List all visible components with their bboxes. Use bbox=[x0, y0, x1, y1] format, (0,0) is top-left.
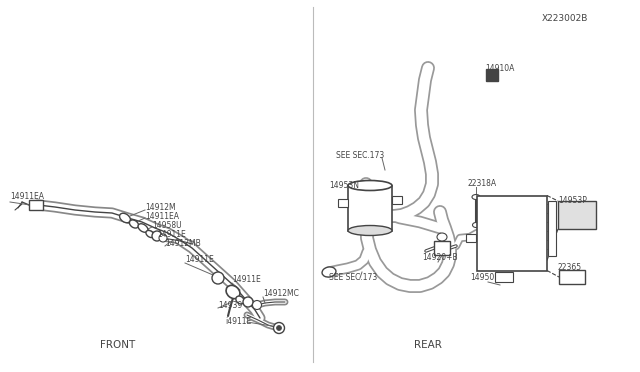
Text: 14911E: 14911E bbox=[232, 276, 260, 285]
Text: 22365: 22365 bbox=[558, 263, 582, 273]
Text: 22318A: 22318A bbox=[468, 179, 497, 187]
Bar bbox=[466, 234, 476, 242]
Ellipse shape bbox=[472, 222, 479, 228]
Ellipse shape bbox=[226, 285, 240, 299]
Text: SEE SEC.173: SEE SEC.173 bbox=[329, 273, 377, 282]
Bar bbox=[486, 69, 498, 81]
Text: 14911E: 14911E bbox=[157, 230, 186, 238]
Text: REAR: REAR bbox=[414, 340, 442, 350]
Bar bbox=[29, 200, 43, 210]
Text: 14920+B: 14920+B bbox=[422, 253, 458, 263]
Bar bbox=[477, 196, 547, 270]
Ellipse shape bbox=[322, 267, 336, 277]
Text: 14953P: 14953P bbox=[558, 196, 587, 205]
Circle shape bbox=[159, 234, 167, 242]
Text: 14910A: 14910A bbox=[485, 64, 515, 73]
Bar bbox=[348, 186, 392, 231]
Bar bbox=[558, 201, 596, 229]
Circle shape bbox=[273, 323, 285, 334]
Circle shape bbox=[152, 231, 162, 241]
Ellipse shape bbox=[146, 230, 154, 238]
Text: 14912MC: 14912MC bbox=[263, 289, 299, 298]
Text: 14912MB: 14912MB bbox=[165, 238, 201, 247]
Text: 14911EA: 14911EA bbox=[145, 212, 179, 221]
Circle shape bbox=[253, 301, 262, 310]
Bar bbox=[434, 241, 450, 255]
Ellipse shape bbox=[348, 180, 392, 190]
Ellipse shape bbox=[138, 224, 148, 232]
Bar bbox=[548, 201, 556, 256]
Circle shape bbox=[212, 272, 224, 284]
Ellipse shape bbox=[437, 233, 447, 241]
Text: 14912M: 14912M bbox=[145, 202, 175, 212]
Ellipse shape bbox=[472, 195, 480, 199]
Text: 14939: 14939 bbox=[218, 301, 243, 310]
Text: 14950: 14950 bbox=[470, 273, 494, 282]
Text: 14953N: 14953N bbox=[329, 180, 359, 189]
Ellipse shape bbox=[120, 213, 131, 223]
Bar bbox=[559, 270, 585, 284]
Ellipse shape bbox=[236, 296, 244, 304]
Text: 14911EA: 14911EA bbox=[10, 192, 44, 201]
Bar bbox=[495, 272, 513, 282]
Text: 14911E: 14911E bbox=[185, 256, 214, 264]
Text: 14958U: 14958U bbox=[152, 221, 182, 230]
Ellipse shape bbox=[129, 220, 139, 228]
Text: SEE SEC.173: SEE SEC.173 bbox=[336, 151, 384, 160]
Circle shape bbox=[276, 326, 282, 330]
Text: FRONT: FRONT bbox=[100, 340, 136, 350]
Text: X223002B: X223002B bbox=[542, 13, 588, 22]
Ellipse shape bbox=[348, 225, 392, 235]
Text: i4911E: i4911E bbox=[225, 317, 252, 327]
Bar bbox=[392, 196, 402, 204]
Circle shape bbox=[243, 297, 253, 307]
Bar bbox=[338, 199, 348, 207]
